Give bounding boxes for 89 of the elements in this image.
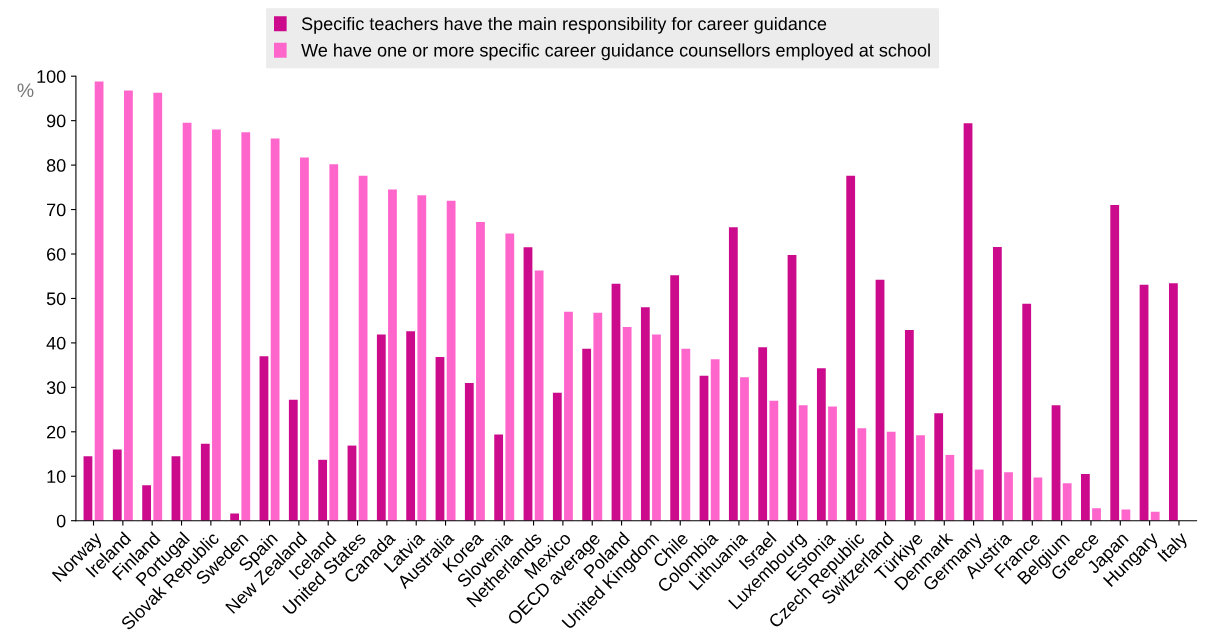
bar (259, 356, 269, 521)
bar (1062, 483, 1072, 521)
y-tick-label: 20 (47, 425, 66, 439)
bar (758, 347, 768, 521)
y-tick-label: 0 (56, 514, 66, 528)
bar (552, 392, 562, 521)
bar (112, 449, 122, 521)
bar (1139, 284, 1149, 521)
y-tick-label: 10 (47, 470, 66, 483)
bar (1051, 405, 1061, 521)
bar (769, 400, 779, 521)
bar (241, 132, 251, 521)
bar (846, 175, 856, 521)
bar (816, 368, 826, 521)
bar (582, 348, 592, 521)
bar (886, 431, 896, 521)
bar (640, 307, 650, 521)
bar (934, 413, 944, 521)
bar (1168, 283, 1178, 521)
bar (1092, 508, 1101, 521)
y-axis-title: % (17, 83, 34, 98)
bar (435, 357, 445, 521)
bar (798, 405, 808, 521)
bar (1022, 303, 1032, 521)
bar (1121, 509, 1131, 521)
y-tick-label: 40 (46, 336, 66, 350)
bar (828, 406, 837, 521)
bar (300, 157, 309, 521)
bar (505, 233, 515, 521)
bar (94, 81, 104, 521)
bar (593, 312, 603, 521)
bar (212, 129, 221, 521)
bar (464, 382, 474, 521)
bar (622, 326, 632, 521)
bar (740, 377, 749, 521)
y-tick-label: 30 (46, 381, 66, 395)
bar (153, 92, 163, 521)
bar (611, 283, 621, 521)
bar (446, 200, 456, 521)
bar (288, 399, 298, 521)
bar (406, 331, 416, 521)
bar (142, 485, 152, 521)
bar (347, 445, 357, 521)
bar (875, 279, 885, 521)
y-tick-label: 60 (47, 247, 66, 261)
bar (992, 246, 1002, 521)
bar (1004, 472, 1013, 521)
bar (523, 247, 533, 521)
legend-label: We have one or more specific career guidance counsellors employed at school (301, 43, 930, 61)
bar (974, 469, 984, 521)
bar (1110, 205, 1120, 521)
bar (1080, 474, 1090, 521)
bar (270, 138, 280, 521)
bar (710, 359, 720, 521)
bar (945, 454, 955, 521)
bar (857, 428, 867, 521)
bar (728, 227, 738, 521)
bar (200, 443, 210, 521)
bar (124, 90, 133, 521)
bar (494, 434, 504, 521)
bar (83, 456, 93, 521)
bar (564, 311, 573, 521)
y-tick-label: 50 (46, 292, 66, 306)
bar (476, 222, 485, 521)
bar (652, 334, 661, 521)
bar (329, 164, 339, 521)
bar (904, 330, 914, 521)
bar (376, 334, 386, 521)
y-tick-label: 90 (46, 114, 66, 128)
legend-label: Specific teachers have the main responsibility for career guidance (301, 16, 827, 34)
bar (171, 456, 181, 521)
bar (1033, 477, 1043, 521)
y-tick-label: 70 (47, 203, 66, 217)
bar (358, 175, 368, 521)
bar (417, 195, 427, 521)
bar (388, 189, 397, 521)
y-tick-label: 100 (37, 70, 66, 83)
y-tick-label: 80 (46, 159, 66, 172)
bar (681, 348, 691, 521)
bar (963, 123, 973, 521)
bar (534, 270, 544, 521)
bar (1150, 511, 1160, 521)
x-tick-label: Italy (1156, 530, 1191, 565)
bar (916, 435, 925, 521)
bar (318, 459, 328, 521)
bar (182, 122, 192, 521)
bar (787, 254, 797, 521)
bar (699, 375, 709, 521)
bar (670, 275, 680, 521)
